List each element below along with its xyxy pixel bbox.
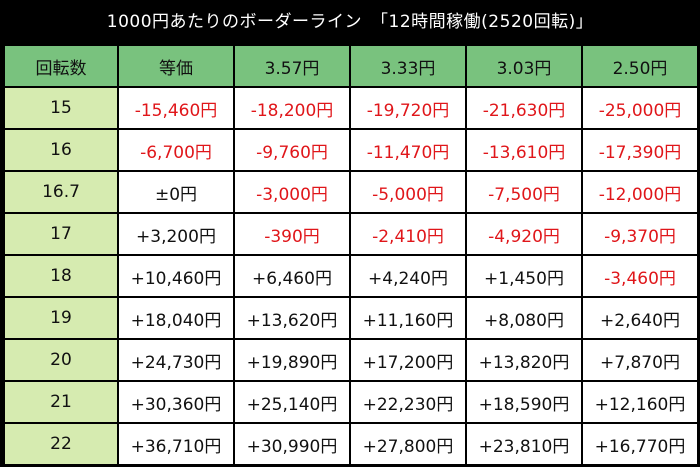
table-cell-value: -15,460円 (117, 86, 235, 130)
column-header-rate: 2.50円 (581, 44, 699, 88)
table-cell-value: +30,990円 (233, 422, 351, 466)
table-cell-value: ±0円 (117, 170, 235, 214)
table-cell-value: -5,000円 (349, 170, 467, 214)
table-cell-value: +6,460円 (233, 254, 351, 298)
table-cell-value: +24,730円 (117, 338, 235, 382)
column-header-spins: 回転数 (3, 44, 119, 88)
table-cell-value: +27,800円 (349, 422, 467, 466)
table-cell-value: +18,040円 (117, 296, 235, 340)
table-cell-value: -21,630円 (465, 86, 583, 130)
table-row: 21 +30,360円 +25,140円 +22,230円 +18,590円 +12,16… (3, 380, 699, 424)
table-cell-value: -17,390円 (581, 128, 699, 172)
table-row: 15 -15,460円 -18,200円 -19,720円 -21,630円 -25,00… (3, 86, 699, 130)
row-label-spins: 21 (3, 380, 119, 424)
table-cell-value: -25,000円 (581, 86, 699, 130)
table-cell-value: +10,460円 (117, 254, 235, 298)
table-cell-value: -19,720円 (349, 86, 467, 130)
table-row: 17 +3,200円 -390円 -2,410円 -4,920円 -9,370円 (3, 212, 699, 256)
table-cell-value: +11,160円 (349, 296, 467, 340)
table-cell-value: +25,140円 (233, 380, 351, 424)
table-cell-value: -18,200円 (233, 86, 351, 130)
table-row: 22 +36,710円 +30,990円 +27,800円 +23,810円 +16,77… (3, 422, 699, 466)
row-label-spins: 18 (3, 254, 119, 298)
table-cell-value: +7,870円 (581, 338, 699, 382)
table-cell-value: -9,760円 (233, 128, 351, 172)
table-cell-value: +22,230円 (349, 380, 467, 424)
table-cell-value: +30,360円 (117, 380, 235, 424)
table-row: 18 +10,460円 +6,460円 +4,240円 +1,450円 -3,460円 (3, 254, 699, 298)
table-cell-value: +4,240円 (349, 254, 467, 298)
table-cell-value: -3,000円 (233, 170, 351, 214)
row-label-spins: 20 (3, 338, 119, 382)
column-header-rate: 3.57円 (233, 44, 351, 88)
table-cell-value: -7,500円 (465, 170, 583, 214)
row-label-spins: 15 (3, 86, 119, 130)
table-cell-value: +13,820円 (465, 338, 583, 382)
table-cell-value: +2,640円 (581, 296, 699, 340)
table-body: 15 -15,460円 -18,200円 -19,720円 -21,630円 -25,00… (3, 86, 699, 466)
table-cell-value: +8,080円 (465, 296, 583, 340)
header-row: 回転数 等価 3.57円 3.33円 3.03円 2.50円 (3, 44, 699, 88)
table-cell-value: -11,470円 (349, 128, 467, 172)
table-cell-value: +16,770円 (581, 422, 699, 466)
table-row: 16 -6,700円 -9,760円 -11,470円 -13,610円 -17,390円 (3, 128, 699, 172)
table-cell-value: +19,890円 (233, 338, 351, 382)
table-cell-value: +23,810円 (465, 422, 583, 466)
table-row: 20 +24,730円 +19,890円 +17,200円 +13,820円 +7,870… (3, 338, 699, 382)
table-cell-value: +13,620円 (233, 296, 351, 340)
table-cell-value: +12,160円 (581, 380, 699, 424)
table-cell-value: -390円 (233, 212, 351, 256)
row-label-spins: 22 (3, 422, 119, 466)
table-cell-value: +36,710円 (117, 422, 235, 466)
row-label-spins: 16.7 (3, 170, 119, 214)
table-cell-value: +1,450円 (465, 254, 583, 298)
table-cell-value: +17,200円 (349, 338, 467, 382)
table-cell-value: -4,920円 (465, 212, 583, 256)
column-header-rate: 3.03円 (465, 44, 583, 88)
table-title: 1000円あたりのボーダーライン 「12時間稼働(2520回転)」 (106, 12, 594, 32)
column-header-rate: 3.33円 (349, 44, 467, 88)
border-line-table: 回転数 等価 3.57円 3.33円 3.03円 2.50円 15 -15,460円 -18,… (3, 44, 699, 466)
row-label-spins: 16 (3, 128, 119, 172)
table-row: 19 +18,040円 +13,620円 +11,160円 +8,080円 +2,640円 (3, 296, 699, 340)
column-header-rate: 等価 (117, 44, 235, 88)
table-cell-value: -6,700円 (117, 128, 235, 172)
table-row: 16.7 ±0円 -3,000円 -5,000円 -7,500円 -12,000円 (3, 170, 699, 214)
table-cell-value: -3,460円 (581, 254, 699, 298)
table-cell-value: +3,200円 (117, 212, 235, 256)
table-cell-value: -12,000円 (581, 170, 699, 214)
table-cell-value: -9,370円 (581, 212, 699, 256)
table-cell-value: -2,410円 (349, 212, 467, 256)
table-cell-value: -13,610円 (465, 128, 583, 172)
row-label-spins: 19 (3, 296, 119, 340)
table-cell-value: +18,590円 (465, 380, 583, 424)
row-label-spins: 17 (3, 212, 119, 256)
